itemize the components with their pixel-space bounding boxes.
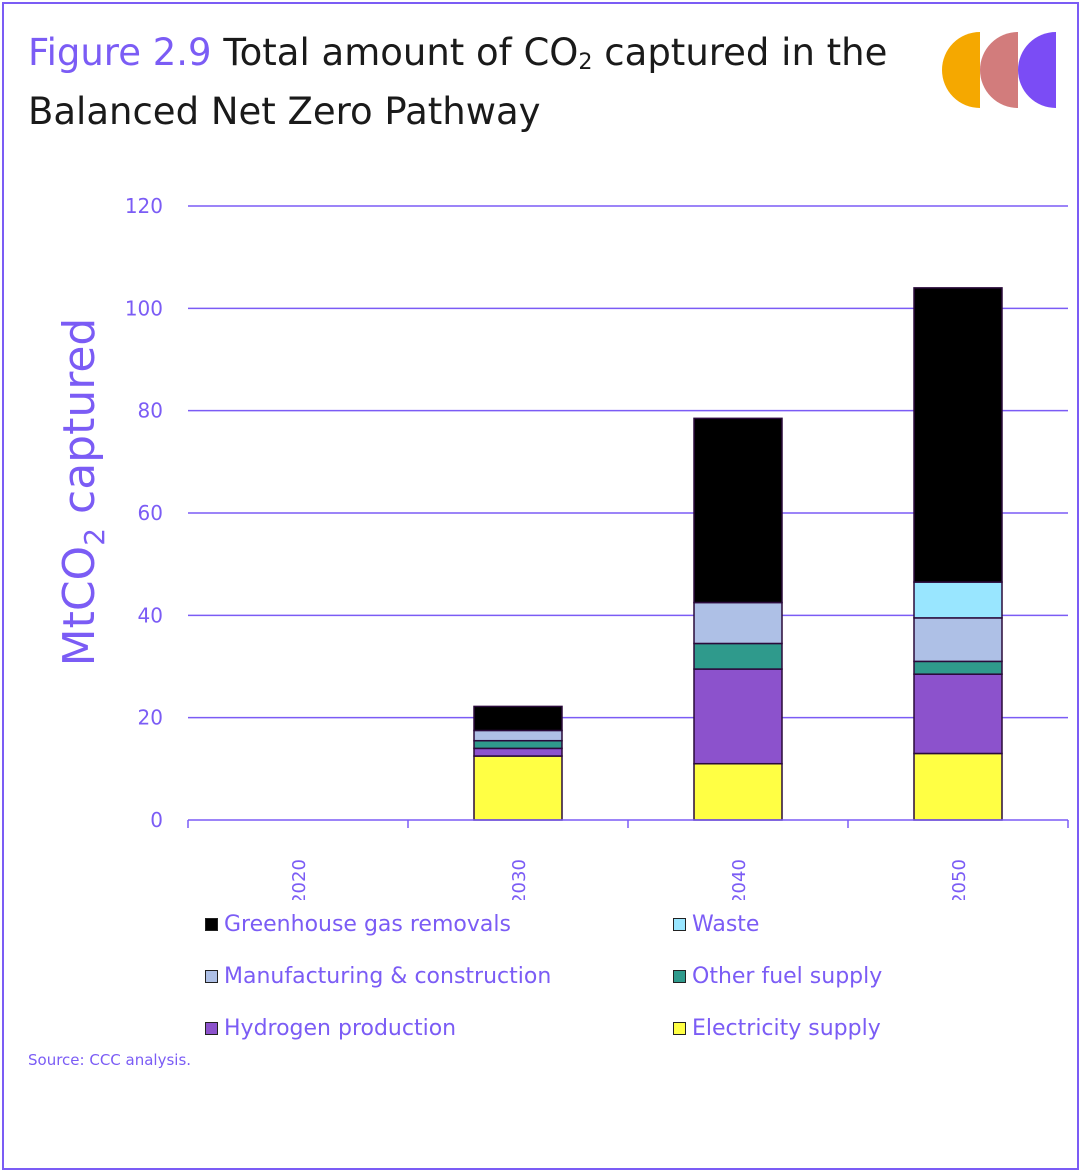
bar-segment-2030-s0 <box>473 755 563 821</box>
x-tick-label-2040: 2040 <box>729 859 750 900</box>
title-subscript: 2 <box>578 49 593 75</box>
legend-item: Manufacturing & construction <box>205 964 551 989</box>
title-text-line2: Balanced Net Zero Pathway <box>28 90 541 133</box>
x-tick-label-2030: 2030 <box>509 859 530 900</box>
legend-swatch <box>205 1022 218 1035</box>
legend-label: Electricity supply <box>692 1016 881 1041</box>
figure-label: Figure 2.9 <box>28 31 212 74</box>
bar-segment-2030-s2 <box>473 739 563 750</box>
legend-label: Manufacturing & construction <box>224 964 552 989</box>
x-tick-label-2020: 2020 <box>289 859 310 900</box>
bar-segment-2030-s5 <box>473 705 563 732</box>
title-text-1: Total amount of CO <box>223 31 579 74</box>
legend-item: Other fuel supply <box>673 964 882 989</box>
logo-half-disc-orange <box>942 32 980 108</box>
bar-segment-2040-s1 <box>693 668 783 765</box>
legend-label: Waste <box>692 912 760 937</box>
title-text-2: captured in the <box>592 31 888 74</box>
source-note: Source: CCC analysis. <box>28 1051 192 1069</box>
y-tick-label: 40 <box>138 603 163 627</box>
figure-title: Figure 2.9 Total amount of CO2 captured … <box>28 28 888 136</box>
legend-swatch <box>205 918 218 931</box>
bar-segment-2050-s5 <box>913 287 1003 583</box>
y-axis-label-main: MtCO <box>54 546 105 667</box>
bar-segment-2040-s3 <box>693 601 783 645</box>
bar-segment-2050-s3 <box>913 617 1003 663</box>
legend-label: Other fuel supply <box>692 964 883 989</box>
legend-swatch <box>673 1022 686 1035</box>
bar-segment-2050-s0 <box>913 752 1003 821</box>
bars <box>473 287 1003 821</box>
logo-half-disc-purple <box>1018 32 1056 108</box>
y-axis-label-rest: captured <box>54 318 105 528</box>
bar-segment-2040-s5 <box>693 417 783 604</box>
logo-half-disc-rose <box>980 32 1018 108</box>
y-tick-label: 120 <box>125 194 163 218</box>
legend-swatch <box>673 918 686 931</box>
bar-segment-2030-s1 <box>473 747 563 757</box>
ccc-logo-icon <box>942 32 1056 108</box>
y-tick-label: 0 <box>150 808 163 832</box>
legend-item: Electricity supply <box>673 1016 881 1041</box>
bar-segment-2050-s4 <box>913 581 1003 619</box>
legend-swatch <box>673 970 686 983</box>
y-tick-label: 60 <box>138 501 163 525</box>
y-tick-label: 20 <box>138 706 163 730</box>
y-axis-label-sub: 2 <box>78 528 111 546</box>
x-axis: 2020 2030 2040 2050 <box>187 819 1069 900</box>
legend-item: Greenhouse gas removals <box>205 912 511 937</box>
bar-segment-2030-s3 <box>473 729 563 742</box>
x-tick-label-2050: 2050 <box>949 859 970 900</box>
y-axis-label: MtCO2 captured <box>54 318 111 667</box>
legend-label: Greenhouse gas removals <box>224 912 511 937</box>
bar-segment-2050-s2 <box>913 660 1003 675</box>
legend-item: Hydrogen production <box>205 1016 456 1041</box>
y-tick-label: 100 <box>125 296 163 320</box>
legend-swatch <box>205 970 218 983</box>
y-tick-label: 80 <box>138 399 163 423</box>
bar-segment-2040-s2 <box>693 642 783 670</box>
legend-label: Hydrogen production <box>224 1016 457 1041</box>
y-tick-labels: 0 20 40 60 80 100 120 <box>125 194 163 832</box>
legend-item: Waste <box>673 912 759 937</box>
bar-segment-2050-s1 <box>913 673 1003 755</box>
bar-segment-2040-s0 <box>693 762 783 821</box>
